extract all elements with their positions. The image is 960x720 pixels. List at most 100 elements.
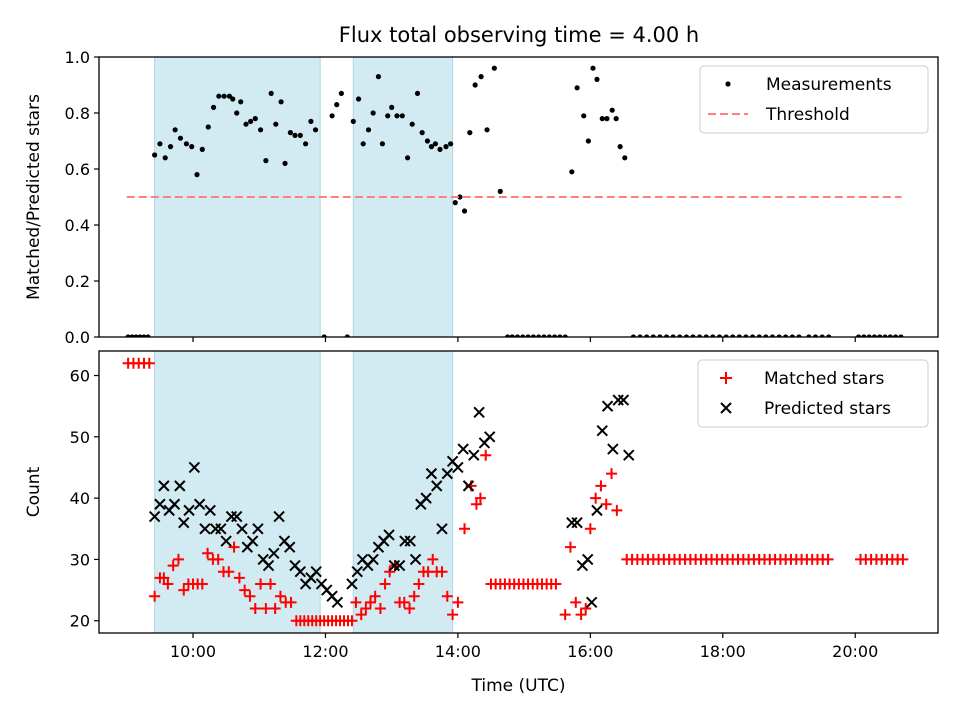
measurement-point — [379, 141, 386, 147]
matched-star-point — [611, 504, 623, 516]
predicted-star-point — [158, 480, 170, 492]
measurement-point — [585, 138, 591, 144]
legend-label: Threshold — [765, 105, 850, 125]
measurement-point — [617, 144, 623, 150]
measurement-point — [443, 144, 449, 150]
predicted-star-point — [273, 510, 285, 523]
predicted-star-point — [607, 443, 619, 455]
predicted-star-point — [409, 553, 422, 566]
measurement-point — [404, 155, 411, 161]
matched-star-point — [470, 498, 482, 510]
axes-frame — [98, 56, 939, 338]
predicted-star-point — [452, 461, 464, 474]
measurement-point — [424, 138, 431, 144]
measurement-point — [590, 65, 596, 71]
matched-star-point — [172, 553, 184, 565]
predicted-star-point — [473, 406, 485, 419]
matched-star-point — [570, 596, 582, 608]
predicted-star-point — [468, 449, 480, 461]
matched-star-point — [212, 553, 224, 565]
measurement-point — [205, 124, 211, 130]
matched-star-point — [346, 615, 358, 627]
x-tick-label: 18:00 — [700, 642, 746, 661]
matched-star-point — [244, 590, 256, 602]
measurement-point — [162, 155, 168, 161]
measurement-point — [338, 90, 344, 96]
measurement-point — [183, 141, 190, 147]
matched-star-point — [564, 541, 576, 553]
measurement-point — [399, 113, 405, 119]
measurement-point — [375, 74, 382, 80]
legend-label: Measurements — [766, 75, 892, 95]
predicted-star-point — [188, 461, 201, 474]
measurement-point — [484, 127, 490, 133]
predicted-star-point — [591, 504, 603, 517]
predicted-star-point — [571, 516, 583, 529]
measurement-point — [350, 118, 356, 124]
measurement-point — [157, 141, 163, 147]
y-tick-label: 0.4 — [65, 216, 90, 235]
measurement-point — [467, 130, 473, 136]
legend-label: Matched stars — [764, 369, 884, 389]
predicted-star-point — [457, 443, 469, 455]
matched-star-point — [228, 541, 240, 553]
predicted-star-point — [310, 565, 322, 578]
predicted-star-point — [393, 559, 406, 572]
x-axis-label: Time (UTC) — [471, 676, 566, 696]
legend-box — [697, 359, 929, 428]
predicted-star-point — [236, 523, 248, 535]
y-axis-label: Matched/Predicted stars — [24, 94, 44, 300]
measurement-point — [243, 121, 249, 127]
predicted-star-point — [199, 523, 211, 535]
measurement-point — [303, 141, 309, 147]
x-tick-label: 16:00 — [567, 642, 613, 661]
predicted-star-point — [220, 535, 232, 547]
matched-star-point — [255, 578, 267, 590]
measurement-point — [409, 121, 415, 127]
predicted-star-point — [351, 565, 363, 578]
predicted-star-point — [331, 596, 344, 609]
measurement-point — [613, 116, 619, 122]
measurement-point — [292, 132, 298, 138]
measurement-point — [622, 155, 628, 161]
measurement-point — [238, 99, 244, 105]
y-tick-label: 0.6 — [65, 160, 90, 179]
matched-star-point — [196, 578, 208, 590]
y-axis-label: Count — [24, 466, 44, 517]
matched-star-point — [249, 602, 261, 614]
measurement-point — [432, 141, 438, 147]
measurement-point — [385, 113, 391, 119]
matched-star-point — [559, 609, 571, 621]
predicted-star-point — [204, 504, 216, 517]
predicted-star-point — [183, 504, 195, 517]
matched-star-point — [379, 578, 391, 590]
matched-star-point — [897, 553, 909, 565]
x-tick-label: 12:00 — [302, 642, 348, 661]
measurement-point — [297, 132, 303, 138]
predicted-star-point — [193, 498, 206, 510]
predicted-star-point — [585, 596, 598, 609]
matched-star-point — [474, 492, 486, 504]
matched-star-point — [149, 590, 161, 602]
predicted-star-point — [252, 523, 264, 535]
measurement-point — [569, 169, 575, 175]
matched-star-point — [158, 572, 170, 584]
predicted-star-point — [294, 565, 307, 578]
y-tick-label: 0.8 — [65, 104, 90, 123]
predicted-star-point — [601, 400, 614, 412]
matched-star-point — [398, 596, 410, 608]
measurement-point — [461, 208, 468, 214]
measurement-point — [278, 99, 284, 105]
matched-star-point — [239, 584, 251, 596]
legend-box — [699, 65, 929, 134]
measurement-point — [594, 76, 600, 82]
shaded-span — [352, 350, 454, 634]
measurement-point — [389, 104, 395, 110]
measurement-point — [194, 172, 200, 178]
measurement-point — [581, 113, 587, 119]
y-tick-label: 30 — [70, 550, 90, 569]
x-tick-label: 10:00 — [170, 642, 216, 661]
measurement-point — [448, 141, 454, 147]
matched-star-point — [260, 602, 272, 614]
predicted-star-point — [596, 424, 608, 437]
